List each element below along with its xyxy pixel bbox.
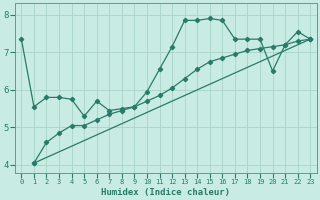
X-axis label: Humidex (Indice chaleur): Humidex (Indice chaleur) bbox=[101, 188, 230, 197]
